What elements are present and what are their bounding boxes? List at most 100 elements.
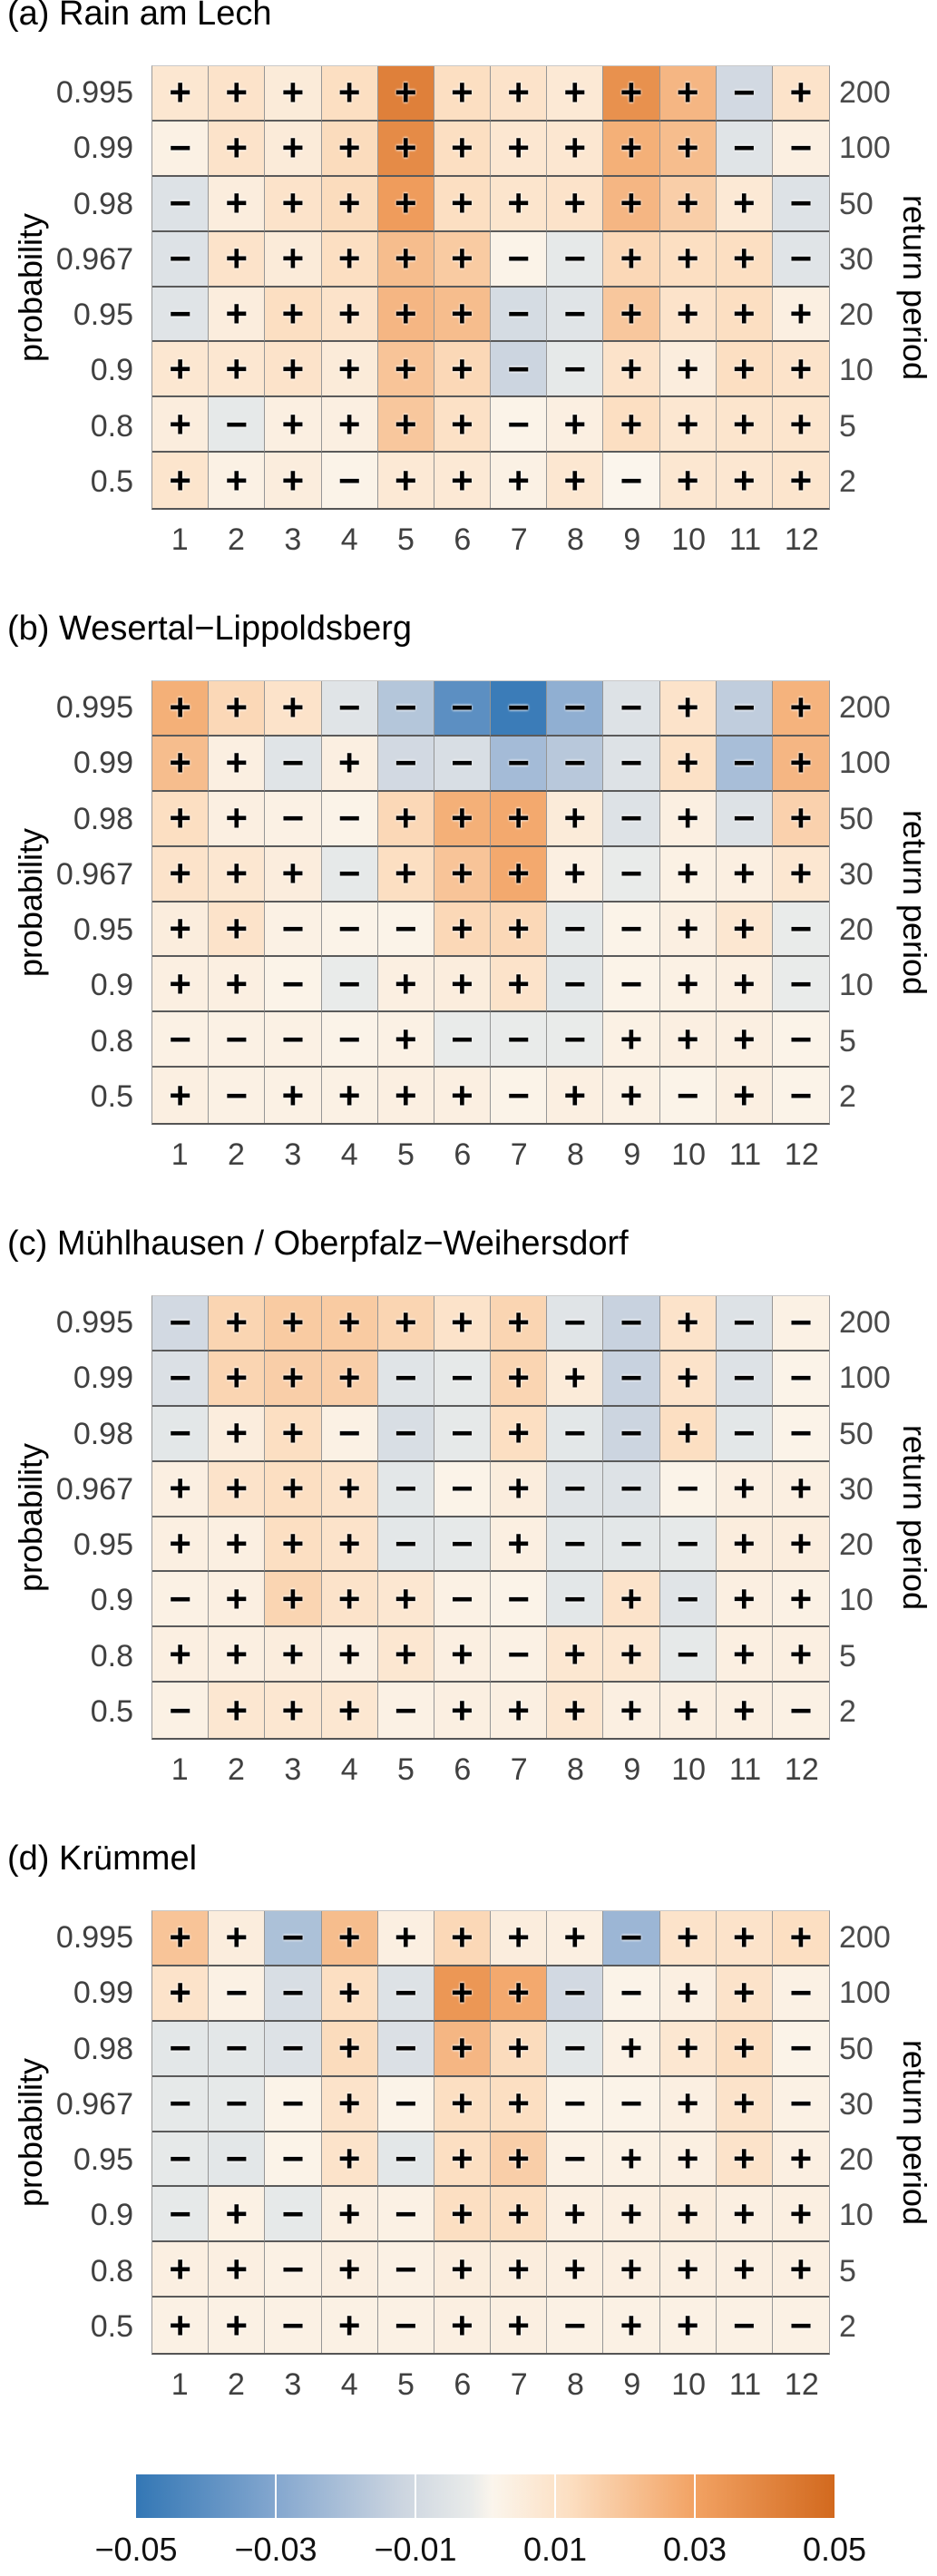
heatmap-cell: +: [716, 1966, 773, 2022]
heatmap-cell: +: [659, 1683, 717, 1738]
month-ticks: 1 2 3 4 5 6 7 8 9 10 11 12: [151, 2367, 830, 2403]
month-tick-label: 2: [228, 522, 245, 557]
probability-ticks: 0.995 0.99 0.98 0.967 0.95 0.9 0.8 0.5: [0, 1295, 142, 1740]
heatmap-cell: −: [772, 231, 829, 288]
heatmap-cell: +: [209, 2242, 266, 2298]
heatmap-cell: +: [209, 1683, 266, 1738]
heatmap-cell: −: [603, 1966, 660, 2022]
return-period-ticks: 200 100 50 30 20 10 5 2: [839, 1295, 912, 1740]
heatmap-cell: +: [265, 287, 322, 343]
heatmap-cell: +: [377, 1296, 434, 1351]
probability-tick-label: 0.5: [90, 2308, 133, 2344]
heatmap-cell: +: [209, 1627, 266, 1683]
heatmap-cell: +: [152, 1966, 210, 2022]
heatmap-cell: +: [491, 2187, 548, 2243]
probability-tick-label: 0.5: [90, 463, 133, 499]
heatmap-cell: −: [321, 902, 378, 958]
heatmap-cell: +: [265, 1351, 322, 1407]
heatmap-cell: −: [265, 902, 322, 958]
heatmap-cell: −: [321, 957, 378, 1013]
probability-tick-label: 0.95: [73, 912, 133, 948]
heatmap-cell: −: [547, 1012, 604, 1068]
heatmap-cell: −: [377, 2021, 434, 2077]
heatmap-cell: −: [547, 736, 604, 792]
heatmap-cell: +: [659, 681, 717, 737]
heatmap-cell: +: [547, 2187, 604, 2243]
heatmap-cell: +: [547, 2242, 604, 2298]
return-period-tick-label: 5: [839, 408, 856, 444]
probability-tick-label: 0.995: [55, 75, 133, 111]
heatmap-cell: +: [772, 1517, 829, 1573]
heatmap-cell: +: [377, 342, 434, 398]
heatmap-cell: +: [491, 2298, 548, 2353]
heatmap-cell: +: [209, 681, 266, 737]
heatmap-cell: +: [491, 66, 548, 122]
heatmap-cell: +: [434, 2298, 491, 2353]
heatmap-cell: −: [603, 1911, 660, 1966]
probability-tick-label: 0.99: [73, 131, 133, 166]
heatmap-cell: +: [209, 2187, 266, 2243]
month-tick-label: 3: [284, 522, 302, 557]
probability-tick-label: 0.9: [90, 2198, 133, 2233]
heatmap-cell: −: [491, 681, 548, 737]
heatmap-cell: −: [547, 1517, 604, 1573]
heatmap-cell: +: [659, 1012, 717, 1068]
heatmap-cell: +: [659, 2076, 717, 2132]
heatmap-cell: −: [547, 1461, 604, 1517]
return-period-tick-label: 10: [839, 353, 874, 388]
heatmap-cell: +: [265, 1406, 322, 1462]
heatmap-cell: −: [152, 287, 210, 343]
heatmap-cell: +: [321, 1461, 378, 1517]
heatmap-cell: +: [772, 397, 829, 454]
heatmap-cell: +: [716, 1683, 773, 1738]
heatmap-cell: +: [434, 342, 491, 398]
heatmap-cell: +: [659, 2187, 717, 2243]
heatmap-cell: −: [547, 2298, 604, 2353]
probability-ticks: 0.995 0.99 0.98 0.967 0.95 0.9 0.8 0.5: [0, 680, 142, 1125]
month-tick-label: 8: [567, 522, 584, 557]
heatmap-cell: +: [377, 846, 434, 903]
heatmap-cell: −: [547, 287, 604, 343]
panel-title: (b) Wesertal−Lippoldsberg: [7, 610, 413, 648]
heatmap-cell: +: [547, 453, 604, 508]
month-tick-label: 5: [397, 2367, 415, 2402]
heatmap-cell: +: [152, 957, 210, 1013]
return-period-tick-label: 30: [839, 1471, 874, 1507]
heatmap-cell: −: [547, 231, 604, 288]
heatmap-cell: −: [265, 2132, 322, 2188]
heatmap-cell: −: [603, 453, 660, 508]
heatmap-cell: +: [659, 1406, 717, 1462]
heatmap-cell: −: [434, 736, 491, 792]
probability-tick-label: 0.9: [90, 1583, 133, 1618]
heatmap-cell: +: [152, 1911, 210, 1966]
return-period-tick-label: 30: [839, 2086, 874, 2122]
heatmap-cell: +: [716, 2132, 773, 2188]
heatmap-cell: +: [321, 176, 378, 232]
return-period-tick-label: 20: [839, 2142, 874, 2178]
heatmap-cell: +: [659, 176, 717, 232]
probability-ticks: 0.995 0.99 0.98 0.967 0.95 0.9 0.8 0.5: [0, 1910, 142, 2355]
heatmap-cell: −: [716, 736, 773, 792]
heatmap-cell: −: [377, 681, 434, 737]
return-period-tick-label: 200: [839, 690, 891, 726]
heatmap-cell: −: [772, 2298, 829, 2353]
heatmap-cell: +: [265, 1627, 322, 1683]
heatmap-cell: +: [152, 791, 210, 847]
heatmap-cell: −: [152, 2187, 210, 2243]
month-tick-label: 3: [284, 1752, 302, 1787]
heatmap-cell: +: [772, 342, 829, 398]
heatmap-cell: +: [716, 2021, 773, 2077]
heatmap-cell: +: [659, 2298, 717, 2353]
month-tick-label: 11: [728, 2367, 762, 2402]
colorbar: [136, 2474, 835, 2518]
return-period-tick-label: 5: [839, 1638, 856, 1673]
heatmap-cell: −: [716, 681, 773, 737]
probability-tick-label: 0.8: [90, 408, 133, 444]
panel-a: (a) Rain am Lech probability 0.995 0.99 0.…: [0, 0, 937, 594]
right-y-axis-label: return period: [896, 2039, 933, 2226]
colorbar-tick: [694, 2474, 696, 2518]
heatmap-cell: +: [434, 957, 491, 1013]
heatmap-cell: −: [491, 1012, 548, 1068]
heatmap-cell: +: [603, 1012, 660, 1068]
